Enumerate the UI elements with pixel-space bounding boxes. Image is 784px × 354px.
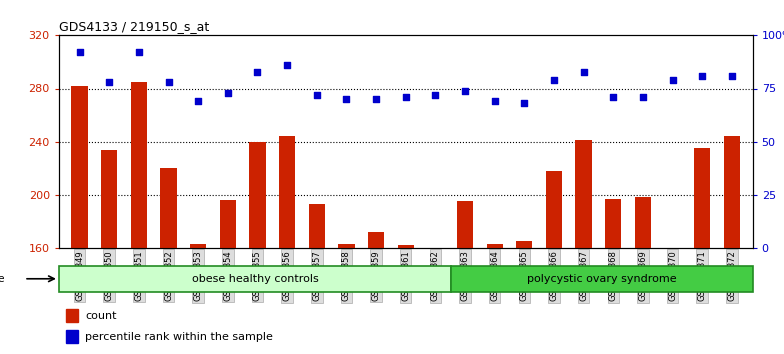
Bar — [190, 244, 206, 248]
Bar — [279, 136, 296, 248]
Point — [607, 94, 619, 100]
Point — [310, 92, 323, 98]
Point — [192, 98, 205, 104]
Text: count: count — [85, 310, 117, 320]
Bar — [309, 204, 325, 248]
Bar — [451, 266, 753, 292]
Bar — [66, 330, 78, 343]
Point — [518, 101, 531, 106]
Point — [162, 79, 175, 85]
Point — [399, 94, 412, 100]
Bar — [368, 232, 384, 248]
Bar — [635, 198, 651, 248]
Point — [459, 88, 471, 93]
Bar — [161, 168, 176, 248]
Text: obese healthy controls: obese healthy controls — [191, 274, 318, 284]
Point — [637, 94, 649, 100]
Bar — [546, 171, 562, 248]
Point — [666, 77, 679, 83]
Bar — [338, 244, 354, 248]
Bar — [101, 149, 118, 248]
Bar — [575, 140, 592, 248]
Point — [281, 62, 293, 68]
Point — [251, 69, 263, 74]
Point — [577, 69, 590, 74]
Point — [696, 73, 709, 79]
Bar — [397, 245, 414, 248]
Point — [726, 73, 739, 79]
Bar — [487, 244, 503, 248]
Bar — [516, 241, 532, 248]
Text: percentile rank within the sample: percentile rank within the sample — [85, 332, 273, 342]
Text: GDS4133 / 219150_s_at: GDS4133 / 219150_s_at — [59, 20, 209, 33]
Point — [370, 96, 383, 102]
Bar — [249, 142, 266, 248]
Text: polycystic ovary syndrome: polycystic ovary syndrome — [527, 274, 677, 284]
Bar — [605, 199, 622, 248]
Bar — [694, 148, 710, 248]
Bar — [220, 200, 236, 248]
Point — [222, 90, 234, 96]
Bar — [724, 136, 740, 248]
Text: disease state: disease state — [0, 274, 8, 284]
Point — [488, 98, 501, 104]
Point — [103, 79, 115, 85]
Bar — [71, 86, 88, 248]
Bar — [457, 201, 474, 248]
Point — [340, 96, 353, 102]
Bar — [131, 82, 147, 248]
Point — [548, 77, 561, 83]
Point — [429, 92, 441, 98]
Bar — [59, 266, 451, 292]
Point — [73, 50, 85, 55]
Bar — [66, 309, 78, 322]
Point — [132, 50, 145, 55]
